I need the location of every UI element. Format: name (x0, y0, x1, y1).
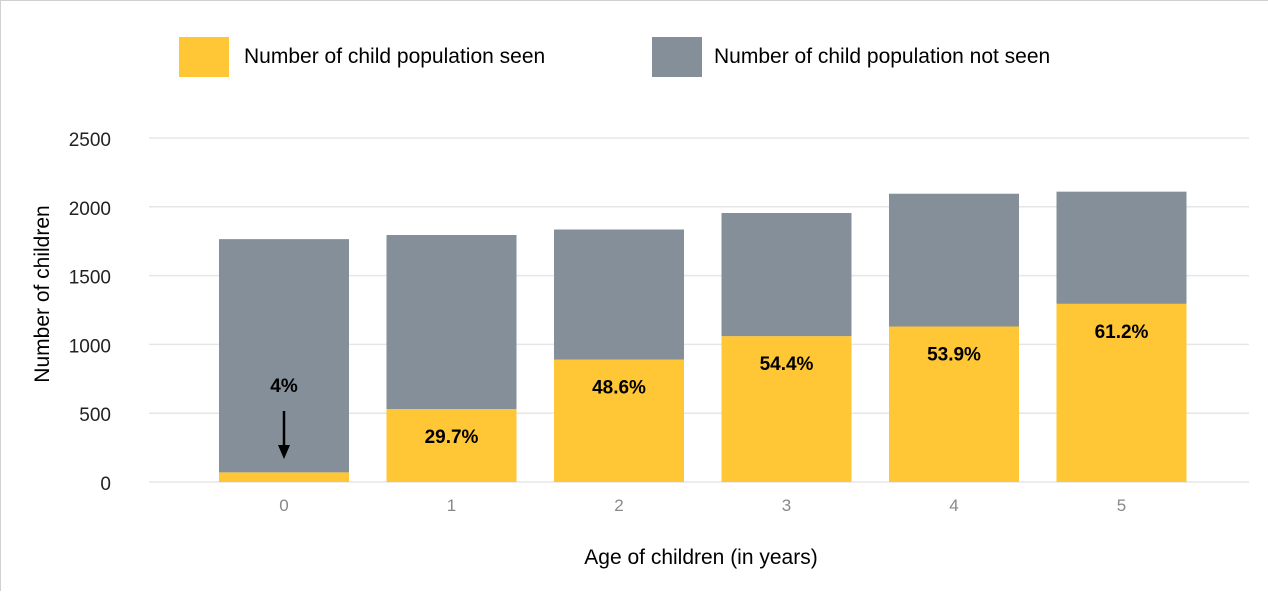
bar-not-seen (889, 193, 1019, 327)
y-axis-title: Number of children (31, 205, 54, 382)
x-tick-label: 4 (949, 496, 958, 515)
bar-seen (219, 472, 349, 482)
bar-seen (721, 336, 852, 482)
x-tick-label: 5 (1117, 496, 1126, 515)
y-tick-label: 500 (79, 405, 111, 426)
y-tick-label: 1000 (69, 336, 111, 357)
y-tick-label: 1500 (69, 268, 111, 289)
bar-seen (1056, 303, 1187, 482)
data-label: 61.2% (1095, 322, 1149, 343)
x-tick-label: 0 (279, 496, 288, 515)
bar-seen (386, 409, 517, 482)
data-label: 48.6% (592, 378, 646, 399)
legend-swatch (179, 37, 229, 77)
bar-seen (554, 359, 684, 482)
bar-not-seen (721, 212, 852, 337)
x-tick-label: 1 (447, 496, 456, 515)
y-tick-label: 2500 (69, 130, 111, 151)
data-label: 53.9% (927, 345, 981, 366)
annotation-arrow-head (278, 445, 290, 459)
bar-seen (889, 326, 1019, 482)
x-tick-label: 2 (614, 496, 623, 515)
bar-not-seen (554, 229, 684, 360)
y-tick-label: 2000 (69, 199, 111, 220)
data-label: 54.4% (760, 354, 814, 375)
bar-not-seen (386, 235, 517, 410)
legend-label: Number of child population seen (244, 45, 545, 68)
x-axis-title: Age of children (in years) (584, 546, 817, 569)
y-tick-label: 0 (100, 474, 111, 495)
x-tick-label: 3 (782, 496, 791, 515)
data-label: 29.7% (425, 427, 479, 448)
legend-swatch (652, 37, 702, 77)
data-label: 4% (270, 376, 298, 397)
legend-label: Number of child population not seen (714, 45, 1050, 68)
bar-not-seen (1056, 191, 1187, 304)
